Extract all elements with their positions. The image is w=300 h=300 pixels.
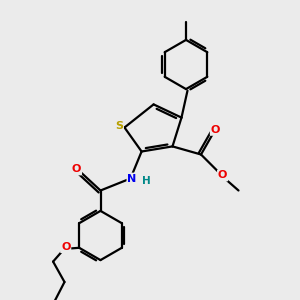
Text: O: O <box>61 242 70 252</box>
Text: S: S <box>115 121 123 131</box>
Text: O: O <box>211 125 220 135</box>
Text: N: N <box>128 173 136 184</box>
Text: O: O <box>218 170 227 181</box>
Text: O: O <box>72 164 81 175</box>
Text: H: H <box>142 176 151 186</box>
